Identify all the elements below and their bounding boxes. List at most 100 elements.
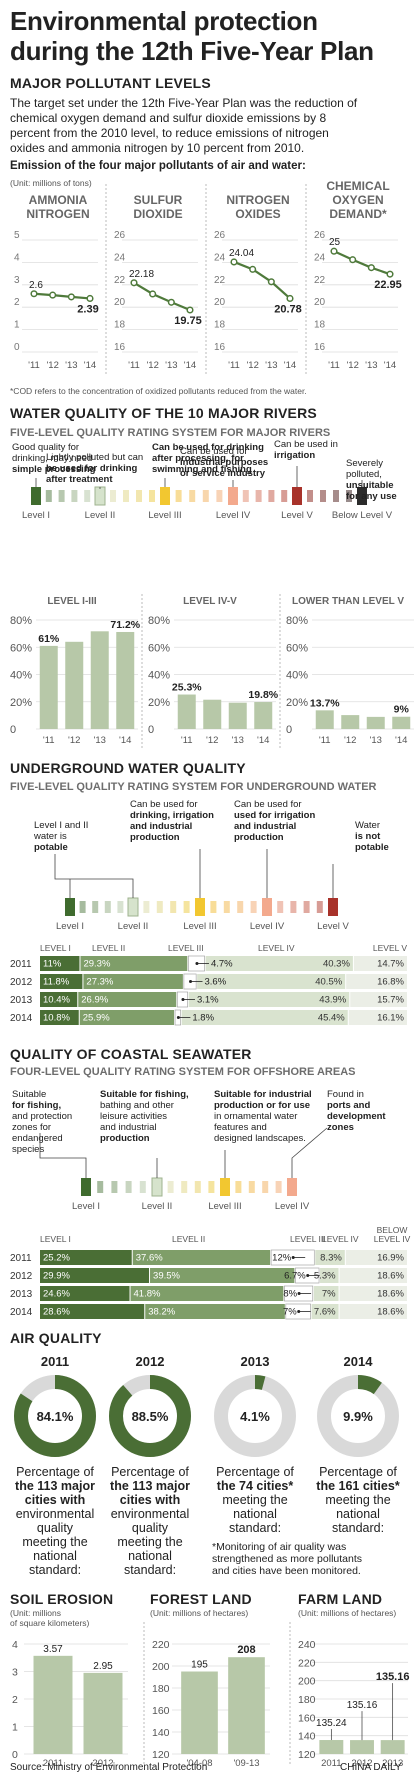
x-tick-label: '12 (146, 360, 158, 371)
series-line (233, 260, 291, 300)
bar (65, 641, 84, 729)
underground-scale-title: FIVE-LEVEL QUALITY RATING SYSTEM FOR UND… (10, 781, 377, 793)
donut-caption: Percentage of (216, 1465, 294, 1479)
scale-step (143, 901, 150, 913)
annotation-line: Good quality for (12, 442, 79, 453)
pollutants-intro-2: chemical oxygen demand and sulfur dioxid… (10, 111, 327, 125)
y-tick-label: 0 (286, 724, 292, 736)
callout-dot (306, 1274, 310, 1277)
donut-caption: Percentage of (16, 1465, 94, 1479)
data-point (186, 306, 194, 314)
donut-label: 84.1% (37, 1409, 74, 1424)
air-note: strengthened as more pollutants (212, 1553, 362, 1565)
y-tick-label: 0 (14, 342, 20, 353)
scale-step (242, 490, 249, 502)
bar (254, 702, 273, 729)
underground-heading: UNDERGROUND WATER QUALITY (10, 760, 246, 776)
y-tick-label: 60% (286, 642, 308, 654)
y-tick-label: 3 (12, 1667, 18, 1679)
segment-label: 3.6% (205, 977, 227, 988)
y-tick-label: 0 (12, 1749, 18, 1761)
y-tick-label: 180 (152, 1683, 170, 1695)
stack-segment (181, 1010, 348, 1025)
y-tick-label: 40% (286, 670, 308, 682)
stack-segment (40, 1304, 145, 1319)
donut-caption: meeting the (117, 1535, 182, 1549)
y-tick-label: 26 (114, 230, 126, 241)
scale-level-block (357, 487, 367, 505)
pollutant-title-1-0: SULFUR (134, 193, 183, 207)
stack-segment (346, 974, 407, 989)
annotation-line: used for irrigation (234, 810, 315, 821)
scale-step (268, 490, 275, 502)
callout-dot (176, 1016, 180, 1019)
annotation-line: production or for use (214, 1100, 310, 1111)
annotation-line: or service industry (180, 468, 266, 479)
donut-caption: meeting the (325, 1493, 390, 1507)
data-label: 22.95 (374, 279, 402, 291)
bar-label: 61% (38, 633, 60, 645)
annotation-line: features and (214, 1122, 267, 1133)
forest-unit: (Unit: millions of hectares) (150, 1608, 249, 1618)
segment-label: 18.6% (377, 1307, 404, 1318)
segment-label: 18.6% (377, 1289, 404, 1300)
scale-step (303, 901, 310, 913)
scale-level-label: Level II (118, 921, 149, 932)
scale-level-block (94, 486, 106, 506)
x-tick-label: '14 (84, 360, 96, 371)
scale-level-block (65, 898, 75, 916)
air-heading: AIR QUALITY (10, 1330, 102, 1346)
data-point (386, 270, 394, 278)
bar (177, 694, 196, 729)
scale-level-block (228, 487, 238, 505)
river-panel-title: LOWER THAN LEVEL V (292, 596, 404, 607)
donut-label: 88.5% (132, 1409, 169, 1424)
y-tick-label: 16 (114, 342, 126, 353)
soil-heading: SOIL EROSION (10, 1591, 114, 1607)
data-point (367, 264, 375, 272)
x-tick-label: '13 (94, 735, 106, 746)
donut-caption: environmental (16, 1507, 95, 1521)
annotation-line: Suitable (12, 1089, 46, 1100)
x-tick-label: '12 (206, 735, 218, 746)
y-tick-label: 2 (12, 1694, 18, 1706)
scale-level-label: Level V (281, 510, 313, 521)
segment-label: 11% (43, 959, 62, 970)
y-tick-label: 3 (14, 275, 20, 286)
donut-value-arc (214, 1375, 296, 1457)
scale-step (248, 1181, 255, 1193)
annotation-line: Severely (346, 458, 383, 469)
y-tick-label: 4 (12, 1639, 18, 1651)
bar (392, 716, 411, 729)
annotation-line: after processing, for (152, 453, 244, 464)
row-year: 2012 (10, 1271, 33, 1282)
segment-label: 27.3% (86, 977, 113, 988)
segment-label: 7.6% (314, 1307, 336, 1318)
scale-step (250, 901, 257, 913)
scale-level-block (151, 1177, 163, 1197)
scale-step (208, 1181, 215, 1193)
y-tick-label: 40% (10, 670, 32, 682)
bar (319, 1740, 344, 1754)
x-tick-label: '11 (181, 735, 193, 746)
annotation-leader (54, 854, 134, 898)
segment-label: 14.7% (377, 959, 404, 970)
bar-label: 208 (237, 1644, 255, 1656)
annotation-line: after treatment (46, 474, 113, 485)
donut-value-arc (14, 1375, 96, 1457)
y-tick-label: 22 (314, 275, 326, 286)
segment-label: 15.7% (377, 995, 404, 1006)
data-label: 19.75 (174, 315, 202, 327)
segment-label: 5.3% (314, 1271, 336, 1282)
scale-level-block (328, 898, 338, 916)
donut-caption: quality (37, 1521, 74, 1535)
donut-label: 4.1% (240, 1409, 270, 1424)
annotation-line: production (234, 832, 284, 843)
x-tick-label: '13 (65, 360, 77, 371)
row-year: 2011 (10, 959, 32, 970)
x-tick-label: '04-08 (186, 1758, 212, 1769)
y-tick-label: 220 (298, 1657, 316, 1669)
scale-step (255, 490, 262, 502)
